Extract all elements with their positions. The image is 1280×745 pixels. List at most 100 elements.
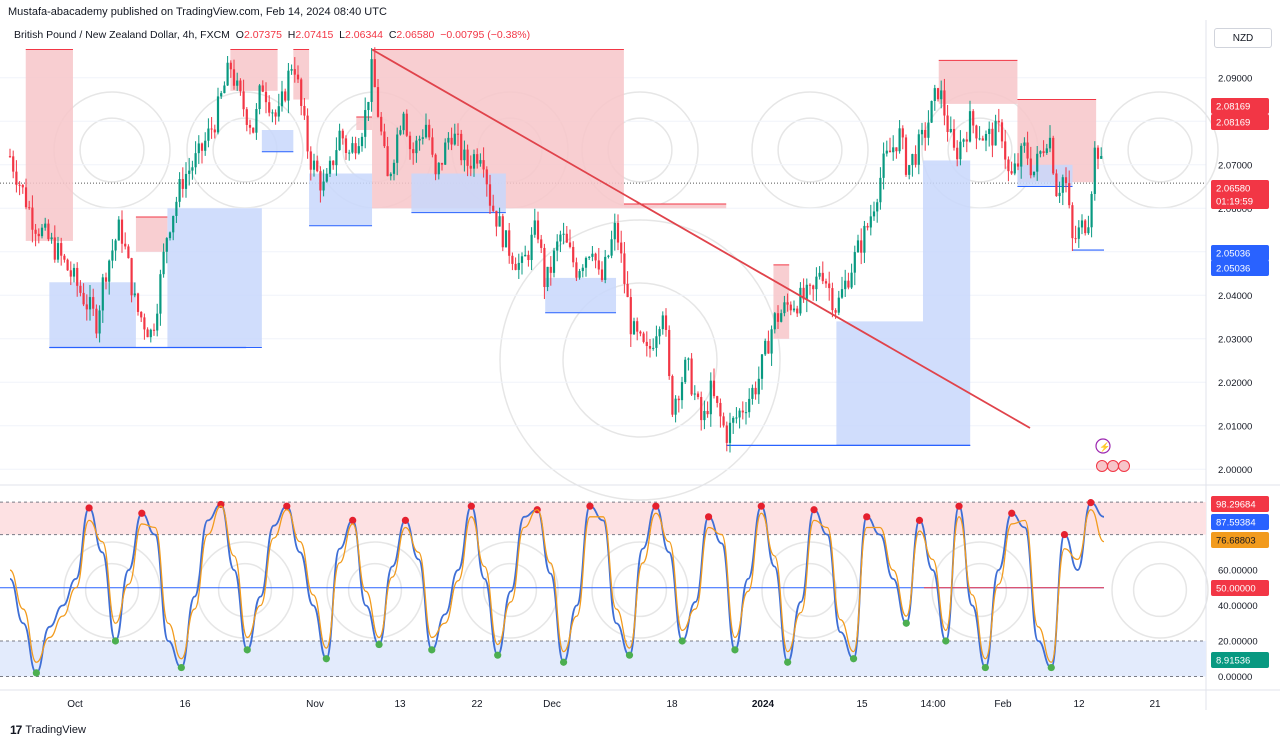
- candle-body: [728, 422, 732, 443]
- candle-body: [767, 340, 770, 354]
- stoch-d-line: [9, 505, 1105, 663]
- candle-body: [796, 308, 799, 314]
- candle-body: [952, 128, 956, 148]
- candle-body: [876, 202, 879, 212]
- oversold-signal-dot: [731, 646, 739, 654]
- candle-body: [159, 274, 162, 314]
- candle-body: [853, 252, 856, 273]
- candle-body: [1007, 159, 1010, 172]
- supply-zone: [623, 203, 727, 209]
- candle-body: [818, 272, 821, 277]
- candle-body: [552, 250, 556, 273]
- candle-body: [533, 220, 536, 235]
- candle-body: [431, 137, 434, 155]
- candle-body: [396, 134, 399, 163]
- demand-zone: [261, 130, 294, 152]
- overbought-signal-dot: [138, 509, 146, 517]
- currency-button[interactable]: NZD: [1214, 28, 1272, 48]
- candle-body: [79, 285, 82, 293]
- low-value: 2.06344: [345, 29, 383, 41]
- candle-body: [303, 105, 306, 116]
- candle-body: [376, 87, 380, 117]
- candle-body: [92, 297, 95, 309]
- candle-body: [895, 147, 898, 152]
- candle-body: [162, 251, 165, 275]
- candle-body: [559, 234, 562, 242]
- candle-body: [290, 69, 293, 71]
- candle-body: [72, 267, 76, 277]
- candle-body: [988, 128, 991, 135]
- candle-body: [296, 74, 300, 80]
- candle-body: [338, 130, 341, 151]
- candle-body: [1000, 122, 1004, 142]
- candle-body: [978, 138, 981, 140]
- candle-body: [972, 111, 975, 126]
- price-tick-label: 2.04000: [1218, 291, 1252, 302]
- price-axis-tag-box: [1211, 180, 1269, 196]
- candle-body: [850, 272, 853, 288]
- candle-body: [892, 147, 895, 153]
- candle-body: [1023, 142, 1026, 146]
- osc-tick-label: 60.00000: [1218, 566, 1258, 577]
- candle-body: [514, 263, 517, 270]
- candle-body: [520, 256, 524, 263]
- candle-body: [725, 425, 728, 443]
- price-tick-label: 2.07000: [1218, 160, 1252, 171]
- candle-body: [325, 173, 328, 182]
- candle-body: [1042, 151, 1045, 154]
- candle-body: [482, 160, 485, 170]
- candle-body: [568, 242, 572, 247]
- candle-body: [466, 149, 469, 166]
- watermark-ring: [1111, 541, 1209, 639]
- candle-body: [402, 113, 405, 131]
- candle-body: [648, 346, 652, 349]
- osc-axis-tag-box: [1211, 580, 1269, 596]
- candle-body: [645, 341, 648, 347]
- candle-body: [332, 160, 335, 166]
- oscillator-axis[interactable]: 60.00000 40.00000 20.00000 0.00000 98.29684 8…: [1211, 496, 1269, 683]
- osc-tick-label: 20.00000: [1218, 636, 1258, 647]
- candle-body: [399, 130, 402, 135]
- candle-body: [812, 285, 815, 290]
- candle-body: [127, 246, 130, 259]
- watermark-ring: [326, 541, 424, 639]
- time-tick-label: 21: [1149, 699, 1161, 710]
- candle-body: [1039, 151, 1042, 154]
- tradingview-logo[interactable]: 17 TradingView: [10, 723, 86, 737]
- price-axis-tag: 2.06580: [1216, 184, 1250, 195]
- candle-body: [1077, 227, 1080, 239]
- candle-body: [770, 329, 773, 354]
- candle-body: [965, 139, 968, 142]
- candle-body: [348, 152, 351, 154]
- event-flag-icon: [1118, 460, 1130, 472]
- candle-body: [1074, 238, 1077, 240]
- candle-body: [620, 242, 623, 254]
- price-axis-tag-box: [1211, 98, 1269, 114]
- candle-body: [120, 219, 124, 244]
- candle-body: [392, 162, 396, 174]
- candle-body: [44, 223, 47, 228]
- supply-zone: [25, 49, 73, 241]
- candle-body: [556, 241, 559, 251]
- candle-body: [863, 225, 866, 253]
- candle-body: [572, 246, 575, 263]
- candle-body: [690, 358, 693, 395]
- candle-body: [245, 109, 248, 125]
- candle-body: [600, 269, 604, 280]
- candle-body: [616, 222, 620, 243]
- candle-body: [530, 234, 533, 261]
- oversold-signal-dot: [981, 663, 989, 672]
- candle-body: [213, 129, 216, 133]
- price-axis[interactable]: 2.090002.080002.070002.060002.050002.040…: [1211, 73, 1269, 476]
- price-axis-tag-box: [1211, 245, 1269, 261]
- trendline[interactable]: [371, 48, 1031, 429]
- time-axis[interactable]: Oct 16 Nov 13 22 Dec 18 2024 15 14:00 Feb 12 21: [67, 699, 1161, 710]
- candle-body: [501, 216, 504, 248]
- candle-body: [904, 137, 908, 175]
- candle-body: [316, 160, 319, 172]
- change-value: −0.00795 (−0.38%): [440, 29, 531, 41]
- watermark-ring: [751, 91, 869, 209]
- candle-body: [373, 59, 376, 88]
- candle-body: [658, 329, 661, 337]
